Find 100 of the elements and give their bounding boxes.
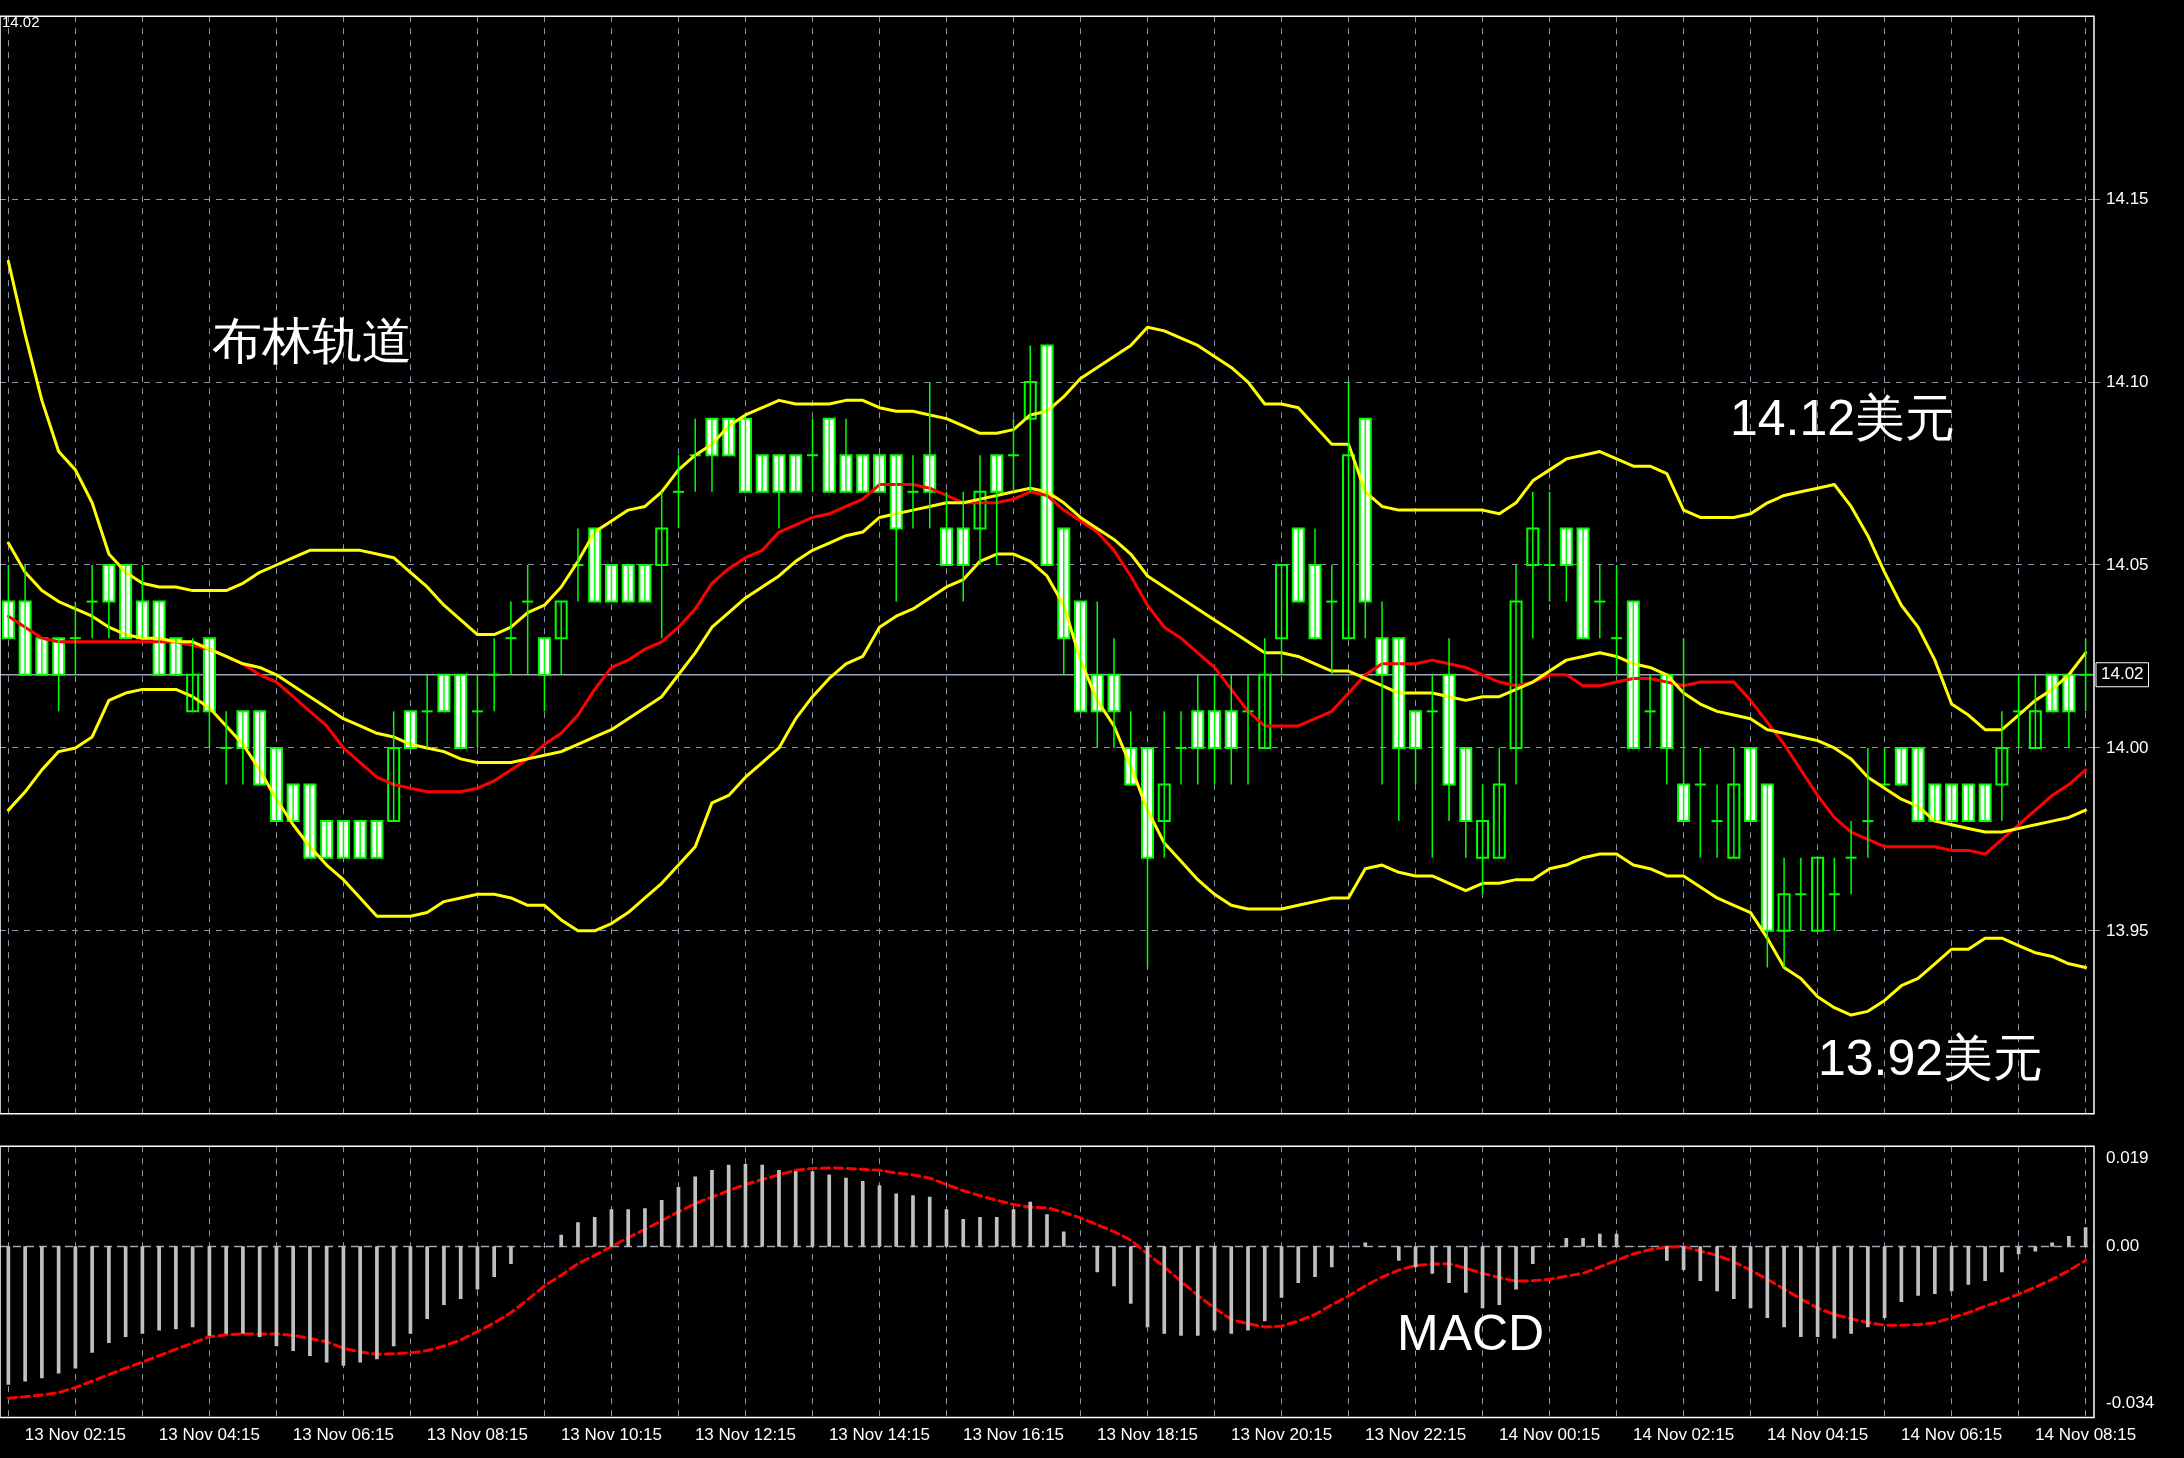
bar <box>241 1246 245 1334</box>
candlestick <box>1911 746 1925 823</box>
bar <box>2067 1236 2071 1247</box>
annotation: MACD <box>1397 1305 1545 1362</box>
candlestick <box>1827 856 1841 932</box>
y-tick-label: 14.10 <box>2106 371 2149 391</box>
bar <box>1782 1246 1786 1328</box>
bar <box>1564 1237 1569 1247</box>
bar <box>994 1217 999 1247</box>
bar <box>2000 1246 2004 1273</box>
candlestick <box>470 674 484 749</box>
bar <box>2050 1242 2054 1247</box>
bar <box>1664 1246 1669 1261</box>
x-tick-label: 14 Nov 00:15 <box>1498 1425 1601 1445</box>
bar <box>174 1246 178 1330</box>
candlestick <box>671 454 685 530</box>
bar <box>777 1169 781 1247</box>
x-tick-label: 13 Nov 06:15 <box>292 1425 394 1445</box>
bar <box>1430 1246 1435 1274</box>
bar <box>1313 1246 1317 1277</box>
y-tick-label: 14.15 <box>2106 188 2149 208</box>
x-tick-label: 13 Nov 14:15 <box>828 1425 931 1445</box>
candlestick <box>269 746 283 823</box>
candlestick <box>1693 747 1707 859</box>
bar <box>1229 1246 1234 1334</box>
x-tick-label: 13 Nov 18:15 <box>1096 1425 1199 1445</box>
bar <box>1581 1237 1585 1247</box>
bar <box>1732 1246 1736 1300</box>
bar <box>375 1246 379 1360</box>
bar <box>760 1164 765 1247</box>
candlestick <box>1610 564 1624 676</box>
x-tick-label: 13 Nov 04:15 <box>158 1425 260 1445</box>
candlestick <box>68 600 82 676</box>
bar <box>1246 1246 1250 1331</box>
bar <box>961 1218 966 1247</box>
bar <box>576 1222 580 1247</box>
bar <box>1849 1246 1853 1334</box>
candlestick <box>805 417 819 493</box>
bar <box>1866 1246 1870 1328</box>
bar <box>1162 1246 1167 1334</box>
bar <box>710 1169 714 1247</box>
candlestick <box>1744 746 1758 823</box>
bar <box>1095 1246 1100 1273</box>
y-tick-label: 13.95 <box>2106 920 2149 940</box>
bar <box>844 1177 848 1247</box>
bar <box>643 1208 647 1247</box>
bar <box>23 1246 27 1382</box>
bar <box>157 1246 161 1331</box>
bar <box>1195 1246 1200 1336</box>
x-tick-label: 13 Nov 20:15 <box>1230 1425 1333 1445</box>
bar <box>827 1174 832 1247</box>
annotation: 13.92美元 <box>1818 1029 2044 1086</box>
bar <box>1045 1214 1049 1247</box>
bar <box>894 1193 899 1247</box>
bar <box>1514 1246 1518 1290</box>
bar <box>860 1181 865 1247</box>
bar <box>1799 1246 1803 1338</box>
candlestick <box>1425 674 1439 859</box>
x-tick-label: 13 Nov 12:15 <box>694 1425 797 1445</box>
bar <box>90 1246 94 1353</box>
bar <box>1597 1233 1602 1247</box>
x-tick-label: 13 Nov 02:15 <box>24 1425 126 1445</box>
bar <box>559 1234 564 1247</box>
bar <box>107 1246 111 1344</box>
bar <box>40 1246 44 1379</box>
x-tick-label: 13 Nov 16:15 <box>962 1425 1065 1445</box>
bar <box>224 1246 228 1334</box>
y-tick-label: 0.019 <box>2106 1148 2149 1168</box>
bar <box>425 1246 430 1319</box>
bar <box>911 1195 915 1247</box>
x-tick-label: 13 Nov 08:15 <box>426 1425 528 1445</box>
bar <box>1933 1246 1937 1295</box>
bar <box>1715 1246 1719 1292</box>
y-tick-label: -0.034 <box>2106 1393 2155 1413</box>
bar <box>1363 1242 1368 1247</box>
x-tick-label: 14 Nov 02:15 <box>1633 1425 1735 1445</box>
bar <box>1983 1246 1987 1282</box>
bar <box>509 1246 513 1264</box>
x-tick-label: 14 Nov 08:15 <box>2035 1425 2137 1445</box>
candlestick <box>1543 491 1557 603</box>
x-tick-label: 14 Nov 04:15 <box>1767 1425 1869 1445</box>
bar <box>726 1164 731 1247</box>
bar <box>492 1246 497 1277</box>
ref-line-label: 14.02 <box>2101 664 2144 684</box>
bar <box>442 1246 446 1306</box>
bar <box>1916 1246 1920 1296</box>
bar <box>1396 1246 1401 1261</box>
bar <box>1463 1246 1468 1293</box>
bar <box>1530 1246 1535 1264</box>
bar <box>793 1171 798 1247</box>
bar <box>391 1246 396 1347</box>
annotation: 14.02 <box>2 12 40 30</box>
bar <box>358 1246 362 1363</box>
y-tick-label: 14.05 <box>2106 554 2149 574</box>
bar <box>1028 1201 1033 1247</box>
bar <box>1497 1246 1502 1306</box>
bar <box>308 1246 312 1356</box>
x-tick-label: 14 Nov 06:15 <box>1901 1425 2003 1445</box>
bar <box>1262 1246 1267 1322</box>
line-series <box>6 1166 2088 1400</box>
